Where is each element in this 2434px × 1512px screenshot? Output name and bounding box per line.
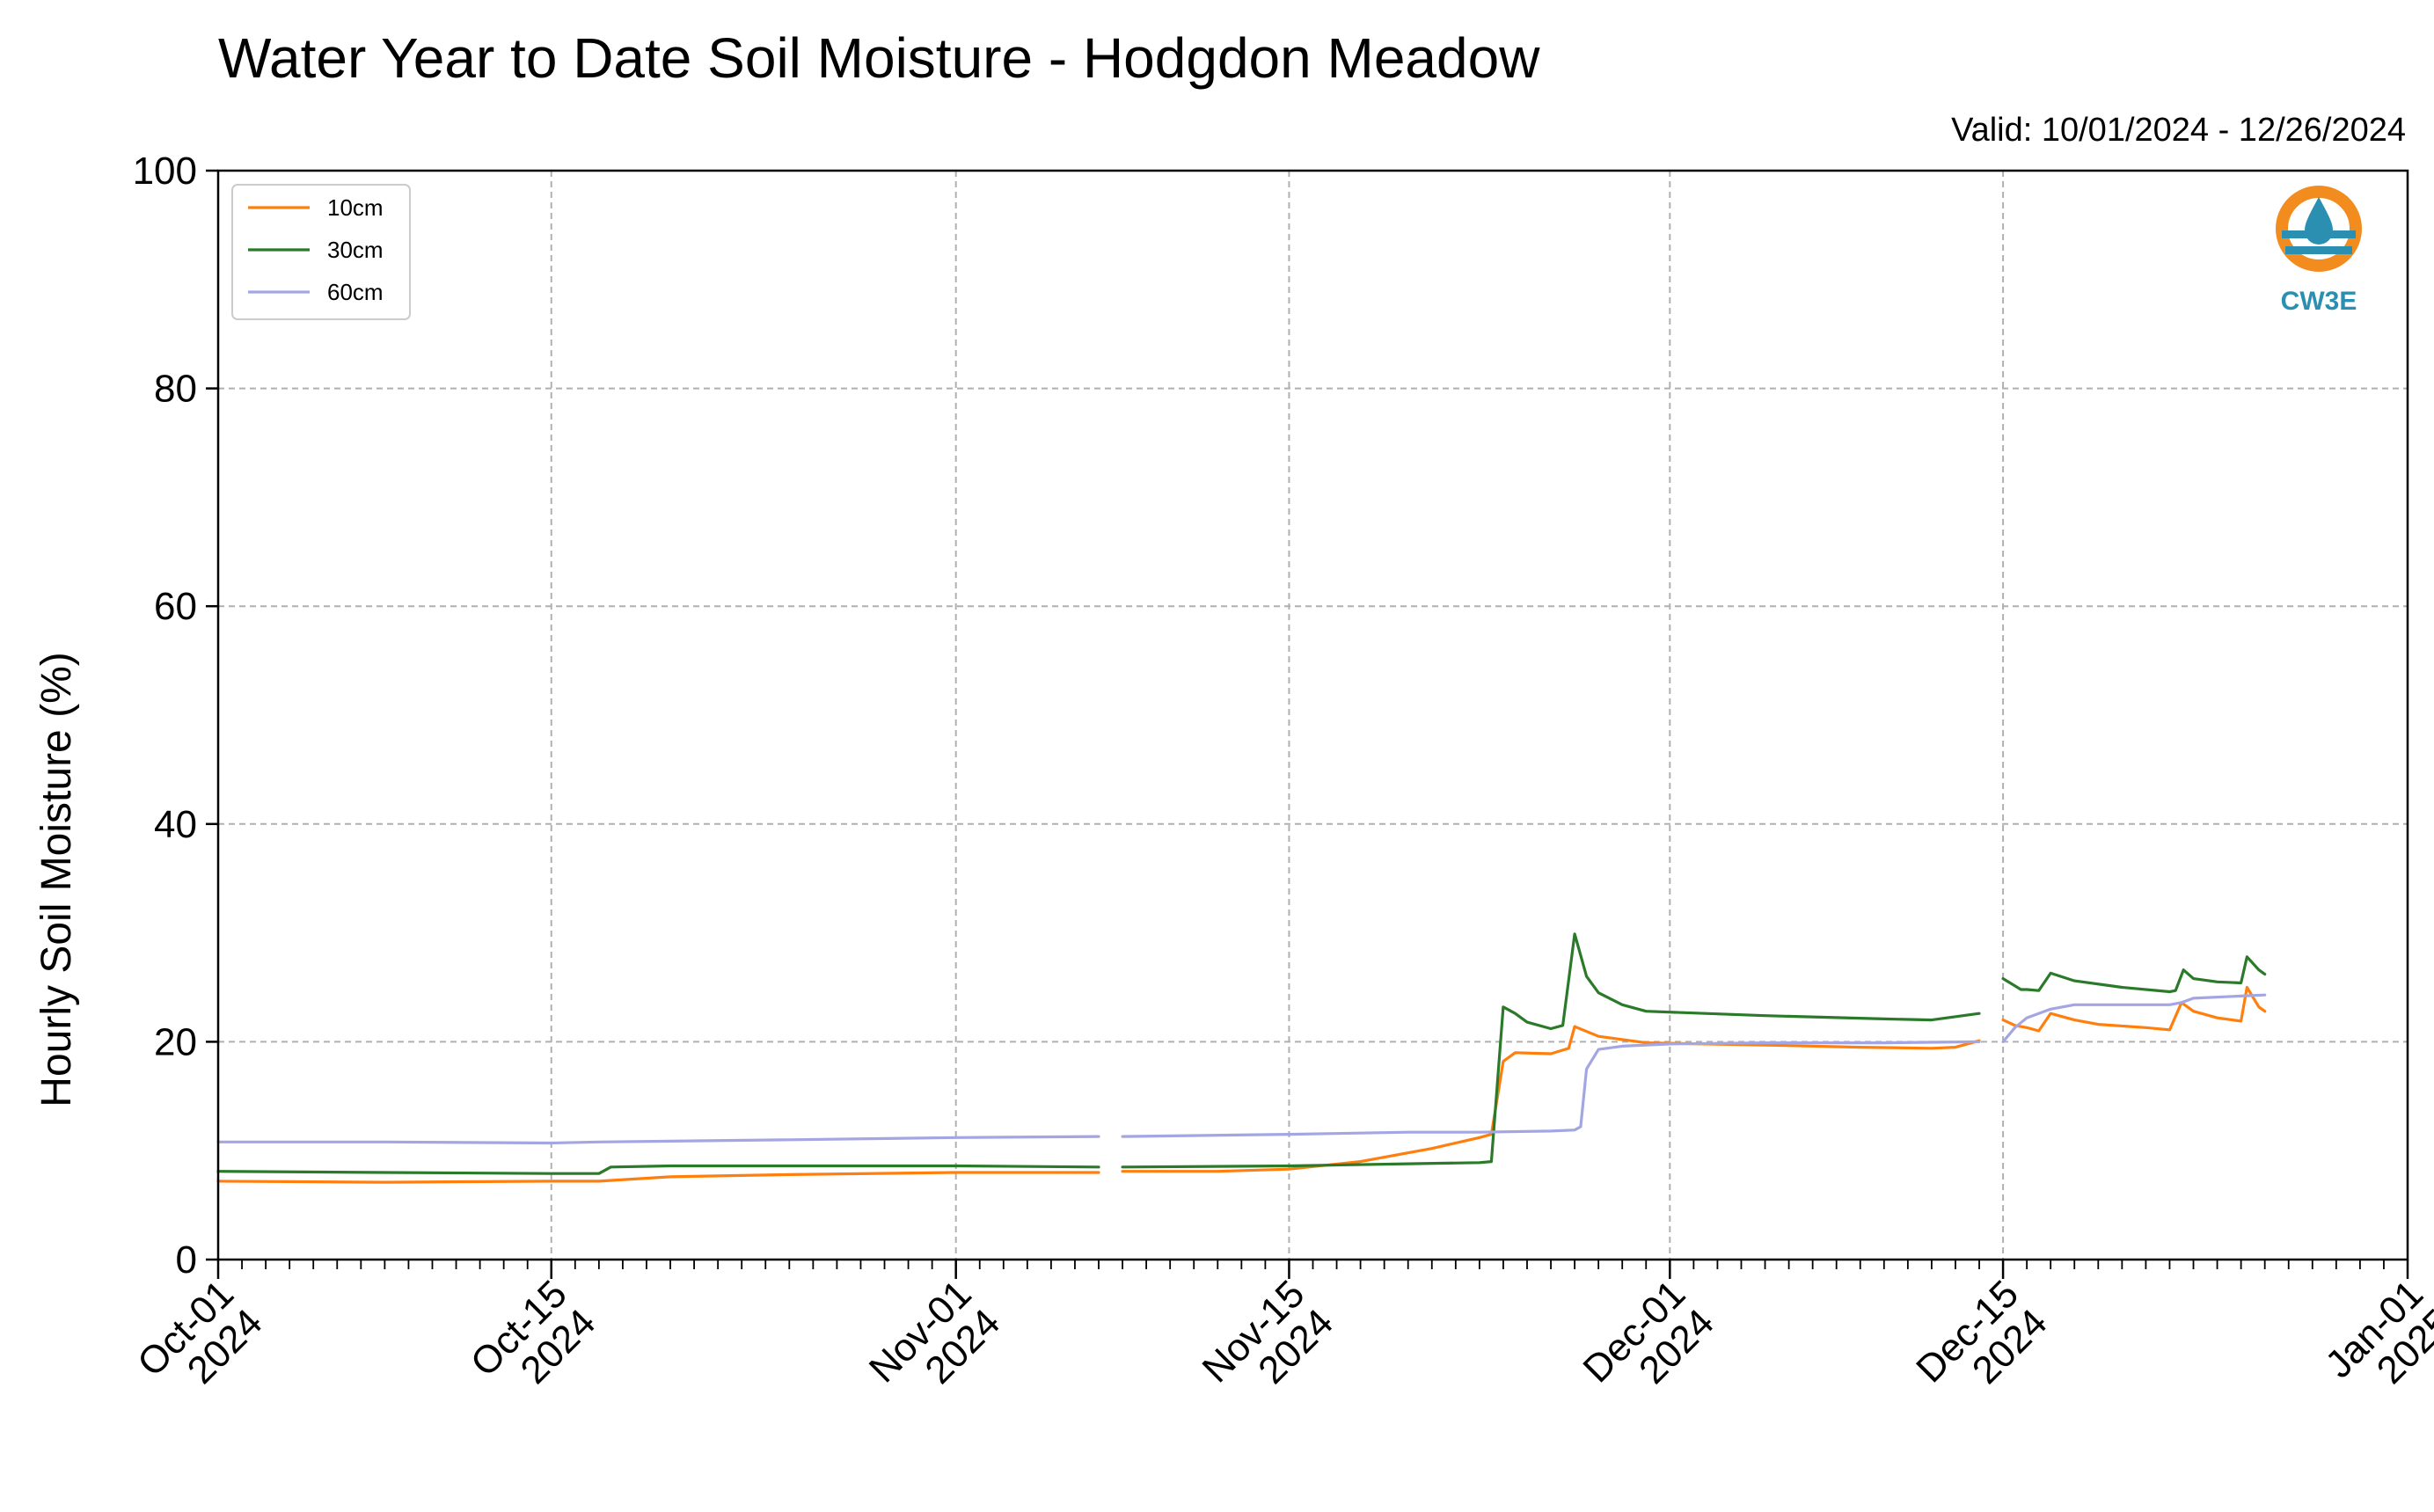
- y-tick-labels: 0 20 40 60 80 100: [133, 150, 197, 1282]
- grid-lines: [218, 171, 2408, 1260]
- legend-label-10cm: 10cm: [327, 194, 384, 221]
- series-line-10cm: [216, 1171, 1100, 1184]
- logo-wave-band: [2285, 246, 2352, 254]
- y-tick-label: 80: [154, 368, 197, 411]
- legend-label-60cm: 60cm: [327, 279, 384, 305]
- series-line-60cm: [1121, 1040, 1981, 1138]
- series-lines: [216, 932, 2267, 1184]
- logo-ring: [2276, 186, 2362, 272]
- series-line-60cm: [216, 1135, 1100, 1145]
- series-line-10cm: [2001, 985, 2267, 1033]
- chart-title: Water Year to Date Soil Moisture - Hodgd…: [218, 26, 1540, 90]
- water-drop-icon: [2305, 197, 2333, 245]
- legend-label-30cm: 30cm: [327, 237, 384, 263]
- legend: 10cm 30cm 60cm: [231, 184, 411, 320]
- y-tick-label: 40: [154, 803, 197, 846]
- series-line-10cm: [1121, 1025, 1981, 1173]
- legend-box: [231, 184, 411, 320]
- series-line-30cm: [2001, 955, 2267, 994]
- series-line-30cm: [216, 1164, 1100, 1175]
- y-tick-label: 100: [133, 150, 197, 193]
- y-axis-label: Hourly Soil Moisture (%): [33, 652, 80, 1107]
- series-line-60cm: [2001, 993, 2267, 1044]
- cw3e-logo: CW3E: [2276, 186, 2362, 316]
- logo-text: CW3E: [2281, 287, 2357, 316]
- series-line-30cm: [1121, 932, 1981, 1169]
- y-tick-label: 0: [176, 1238, 197, 1282]
- chart-subtitle: Valid: 10/01/2024 - 12/26/2024: [1951, 112, 2406, 149]
- plot-frame: [216, 169, 2409, 1261]
- y-tick-label: 20: [154, 1020, 197, 1063]
- axis-ticks: [206, 169, 2409, 1279]
- y-tick-label: 60: [154, 585, 197, 628]
